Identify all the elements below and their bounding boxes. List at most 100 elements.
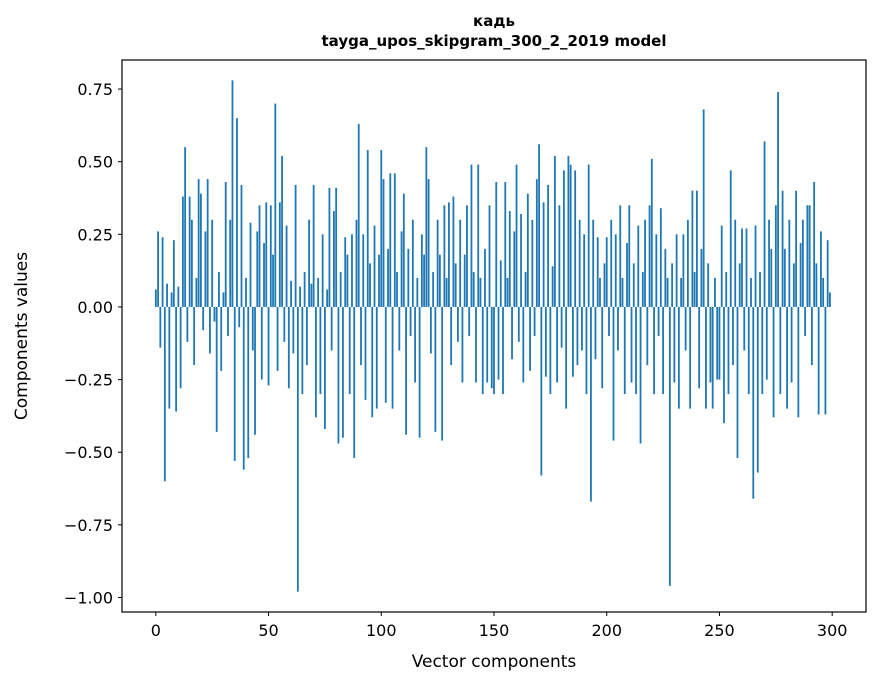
bar bbox=[684, 306, 687, 351]
bar bbox=[175, 306, 178, 412]
y-tick-label: −0.75 bbox=[64, 516, 113, 535]
bar bbox=[351, 234, 353, 307]
bar bbox=[396, 272, 398, 307]
y-axis-label: Components values bbox=[12, 251, 32, 421]
bar bbox=[662, 306, 664, 395]
bar bbox=[303, 272, 306, 307]
bar bbox=[774, 205, 777, 307]
bar bbox=[287, 306, 290, 389]
bar bbox=[761, 306, 764, 395]
bar bbox=[716, 306, 719, 380]
bar bbox=[813, 182, 816, 307]
bar bbox=[337, 306, 340, 444]
bar bbox=[438, 254, 441, 307]
bar bbox=[159, 306, 162, 348]
bar bbox=[181, 196, 184, 307]
bar bbox=[267, 306, 270, 386]
bar bbox=[317, 277, 320, 307]
bar bbox=[538, 144, 540, 307]
bar bbox=[639, 306, 642, 444]
bar bbox=[673, 306, 676, 383]
y-tick-label: 0.50 bbox=[77, 153, 113, 172]
bar bbox=[799, 243, 802, 307]
bar bbox=[741, 228, 743, 307]
bar bbox=[479, 277, 482, 307]
bar bbox=[328, 187, 331, 307]
bar bbox=[224, 182, 227, 307]
bar bbox=[227, 306, 229, 336]
bar bbox=[632, 263, 635, 307]
bar bbox=[826, 240, 829, 307]
bar bbox=[759, 272, 761, 307]
bar bbox=[380, 150, 383, 307]
bar bbox=[405, 306, 407, 435]
bar bbox=[529, 306, 531, 371]
bar bbox=[387, 248, 389, 307]
bar bbox=[206, 179, 209, 307]
bar bbox=[245, 277, 247, 307]
bar bbox=[411, 219, 414, 307]
bar bbox=[204, 231, 207, 307]
bar bbox=[468, 306, 471, 336]
bar bbox=[648, 205, 651, 307]
bar bbox=[801, 219, 804, 307]
x-tick-label: 150 bbox=[479, 621, 510, 640]
bar bbox=[184, 147, 187, 307]
bar bbox=[655, 234, 658, 307]
bar bbox=[308, 219, 311, 307]
bar bbox=[172, 240, 175, 307]
bar bbox=[200, 193, 202, 307]
x-axis-label: Vector components bbox=[411, 652, 577, 672]
bar bbox=[382, 179, 385, 307]
bar bbox=[484, 248, 486, 307]
bar bbox=[752, 306, 755, 499]
bar bbox=[211, 219, 214, 307]
bar bbox=[459, 219, 462, 307]
bar bbox=[220, 306, 223, 371]
bar bbox=[242, 306, 245, 470]
bar bbox=[725, 272, 728, 307]
bar bbox=[209, 306, 211, 354]
bar bbox=[364, 306, 367, 400]
bar bbox=[756, 306, 759, 473]
bar bbox=[215, 306, 218, 432]
bar bbox=[754, 225, 757, 307]
bar bbox=[229, 219, 232, 307]
bar bbox=[772, 306, 775, 418]
bar bbox=[686, 219, 689, 307]
bar bbox=[808, 205, 811, 307]
bar bbox=[535, 179, 538, 307]
bar bbox=[603, 263, 606, 307]
bar bbox=[630, 306, 633, 383]
bar bbox=[335, 187, 338, 307]
bar bbox=[310, 283, 313, 307]
bar bbox=[432, 272, 435, 307]
bar bbox=[450, 306, 453, 366]
bar bbox=[709, 306, 712, 383]
bar bbox=[488, 205, 491, 307]
bar bbox=[804, 306, 807, 336]
bar bbox=[705, 306, 707, 409]
bar bbox=[499, 260, 502, 307]
bar bbox=[540, 306, 543, 476]
bar bbox=[418, 306, 421, 438]
bar bbox=[549, 306, 552, 395]
bar bbox=[251, 306, 254, 351]
bar bbox=[463, 254, 466, 307]
bar bbox=[504, 182, 507, 307]
bar bbox=[366, 150, 369, 307]
bar bbox=[777, 91, 779, 307]
bar bbox=[391, 306, 394, 409]
bar bbox=[373, 225, 376, 307]
bar bbox=[272, 254, 274, 307]
bar bbox=[806, 205, 809, 307]
y-tick-label: 0.25 bbox=[77, 225, 113, 244]
bar bbox=[659, 208, 662, 307]
bar bbox=[822, 277, 825, 307]
bar bbox=[222, 292, 225, 307]
bar bbox=[508, 211, 511, 307]
bar bbox=[680, 277, 683, 307]
bar bbox=[348, 306, 351, 395]
bar bbox=[378, 254, 380, 307]
